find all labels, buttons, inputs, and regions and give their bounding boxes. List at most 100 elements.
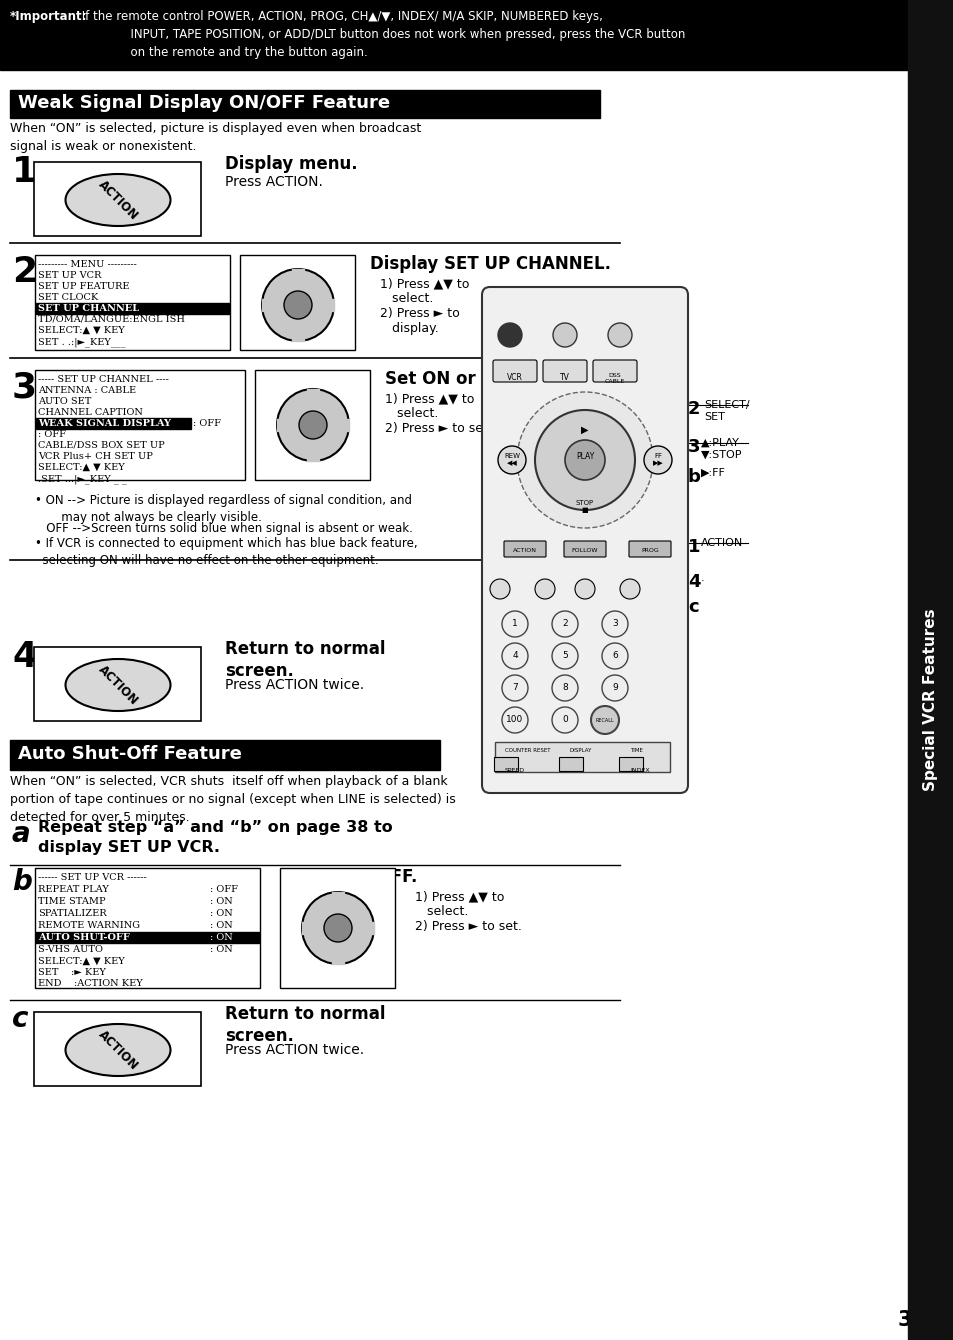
Text: 100: 100 [506, 716, 523, 725]
Text: 1) Press ▲▼ to: 1) Press ▲▼ to [415, 890, 504, 903]
Bar [332, 942, 344, 963]
Circle shape [501, 675, 527, 701]
Text: STOP
■: STOP ■ [576, 500, 594, 513]
Text: .SET ...|►_KEY _ _: .SET ...|►_KEY _ _ [38, 474, 127, 484]
Bar [307, 389, 318, 411]
Text: 8: 8 [561, 683, 567, 693]
Text: DISPLAY: DISPLAY [569, 748, 592, 753]
Text: • ON --> Picture is displayed regardless of signal condition, and
       may not: • ON --> Picture is displayed regardless… [35, 494, 412, 524]
Text: If the remote control POWER, ACTION, PROG, CH▲/▼, INDEX/ M/A SKIP, NUMBERED keys: If the remote control POWER, ACTION, PRO… [78, 9, 684, 59]
Ellipse shape [66, 174, 171, 226]
Text: display.: display. [379, 322, 438, 335]
Text: ANTENNA : CABLE: ANTENNA : CABLE [38, 386, 136, 395]
Text: RECALL: RECALL [595, 717, 614, 722]
FancyBboxPatch shape [563, 541, 605, 557]
Circle shape [302, 892, 374, 963]
Text: SELECT:▲ ▼ KEY: SELECT:▲ ▼ KEY [38, 464, 125, 472]
Text: 4: 4 [12, 641, 37, 674]
FancyBboxPatch shape [493, 360, 537, 382]
Circle shape [601, 675, 627, 701]
Text: TV: TV [559, 373, 569, 382]
Bar [240, 255, 355, 350]
Text: 9: 9 [612, 683, 618, 693]
Text: SET . .:|►_KEY___: SET . .:|►_KEY___ [38, 336, 126, 347]
Text: : ON: : ON [210, 945, 233, 954]
Text: VCR Plus+ CH SET UP: VCR Plus+ CH SET UP [38, 452, 152, 461]
Circle shape [497, 323, 521, 347]
Bar [312, 299, 334, 311]
Bar [352, 922, 374, 934]
Bar [36, 303, 229, 314]
Text: Press ACTION twice.: Press ACTION twice. [225, 1043, 364, 1057]
Circle shape [324, 914, 352, 942]
Text: Set ON or OFF.: Set ON or OFF. [385, 370, 522, 389]
Text: Display menu.: Display menu. [225, 155, 357, 173]
Text: Return to normal
screen.: Return to normal screen. [225, 1005, 385, 1045]
Text: SET UP CHANNEL: SET UP CHANNEL [38, 304, 139, 314]
Text: ▲:PLAY
▼:STOP: ▲:PLAY ▼:STOP [700, 438, 741, 460]
Text: SET UP FEATURE: SET UP FEATURE [38, 281, 130, 291]
Text: ACTION: ACTION [700, 537, 742, 548]
Text: VCR: VCR [507, 373, 522, 382]
Circle shape [298, 411, 327, 440]
Bar [292, 319, 304, 340]
Text: POWER: POWER [497, 315, 522, 322]
Bar [10, 90, 599, 118]
FancyBboxPatch shape [503, 541, 545, 557]
Text: AUTO SHUT-OFF: AUTO SHUT-OFF [38, 933, 130, 942]
Bar [36, 418, 191, 429]
Circle shape [501, 643, 527, 669]
Ellipse shape [66, 659, 171, 712]
Text: SPEED: SPEED [504, 768, 524, 773]
Circle shape [619, 579, 639, 599]
Text: 3: 3 [612, 619, 618, 628]
Text: FOLLOW: FOLLOW [571, 548, 598, 553]
Text: CABLE/DSS BOX SET UP: CABLE/DSS BOX SET UP [38, 441, 165, 450]
FancyBboxPatch shape [34, 162, 201, 236]
Text: b: b [12, 868, 31, 896]
Text: 6: 6 [612, 651, 618, 661]
Text: When “ON” is selected, picture is displayed even when broadcast
signal is weak o: When “ON” is selected, picture is displa… [10, 122, 421, 153]
FancyBboxPatch shape [618, 757, 642, 770]
Text: END    :ACTION KEY: END :ACTION KEY [38, 980, 143, 988]
Circle shape [643, 446, 671, 474]
Bar [36, 933, 258, 943]
Circle shape [552, 611, 578, 636]
Circle shape [535, 579, 555, 599]
FancyBboxPatch shape [34, 647, 201, 721]
Bar [302, 922, 324, 934]
Text: 39: 39 [897, 1311, 925, 1331]
Circle shape [501, 708, 527, 733]
FancyBboxPatch shape [628, 541, 670, 557]
Text: PLAY: PLAY [576, 452, 594, 461]
Text: S-VHS AUTO: S-VHS AUTO [38, 945, 103, 954]
Text: REPEAT PLAY: REPEAT PLAY [38, 884, 109, 894]
Circle shape [262, 269, 334, 340]
Text: : ON: : ON [210, 896, 233, 906]
Text: Press ACTION twice.: Press ACTION twice. [225, 678, 364, 691]
Bar [907, 0, 953, 1340]
Text: 7: 7 [512, 683, 517, 693]
Text: 0: 0 [561, 716, 567, 725]
Text: c: c [12, 1005, 29, 1033]
Text: Auto Shut-Off Feature: Auto Shut-Off Feature [18, 745, 242, 762]
Text: : ON: : ON [210, 921, 233, 930]
Text: 5: 5 [561, 651, 567, 661]
Text: SET CLOCK: SET CLOCK [38, 293, 98, 302]
Text: • If VCR is connected to equipment which has blue back feature,
  selecting ON w: • If VCR is connected to equipment which… [35, 537, 417, 567]
Text: 1: 1 [687, 537, 700, 556]
Text: FF
▶▶: FF ▶▶ [652, 453, 662, 466]
Text: REMOTE WARNING: REMOTE WARNING [38, 921, 140, 930]
Circle shape [501, 611, 527, 636]
Text: Display SET UP CHANNEL.: Display SET UP CHANNEL. [370, 255, 610, 273]
Text: PROG: PROG [640, 548, 659, 553]
Bar [35, 255, 230, 350]
FancyBboxPatch shape [494, 757, 517, 770]
Text: ▶: ▶ [580, 425, 588, 436]
Circle shape [517, 393, 652, 528]
Text: 1) Press ▲▼ to: 1) Press ▲▼ to [385, 393, 474, 405]
Circle shape [601, 643, 627, 669]
Text: OFF -->Screen turns solid blue when signal is absent or weak.: OFF -->Screen turns solid blue when sign… [35, 523, 413, 535]
Text: When “ON” is selected, VCR shuts  itself off when playback of a blank
portion of: When “ON” is selected, VCR shuts itself … [10, 775, 456, 824]
Text: Repeat step “a” and “b” on page 38 to
display SET UP VCR.: Repeat step “a” and “b” on page 38 to di… [38, 820, 393, 855]
